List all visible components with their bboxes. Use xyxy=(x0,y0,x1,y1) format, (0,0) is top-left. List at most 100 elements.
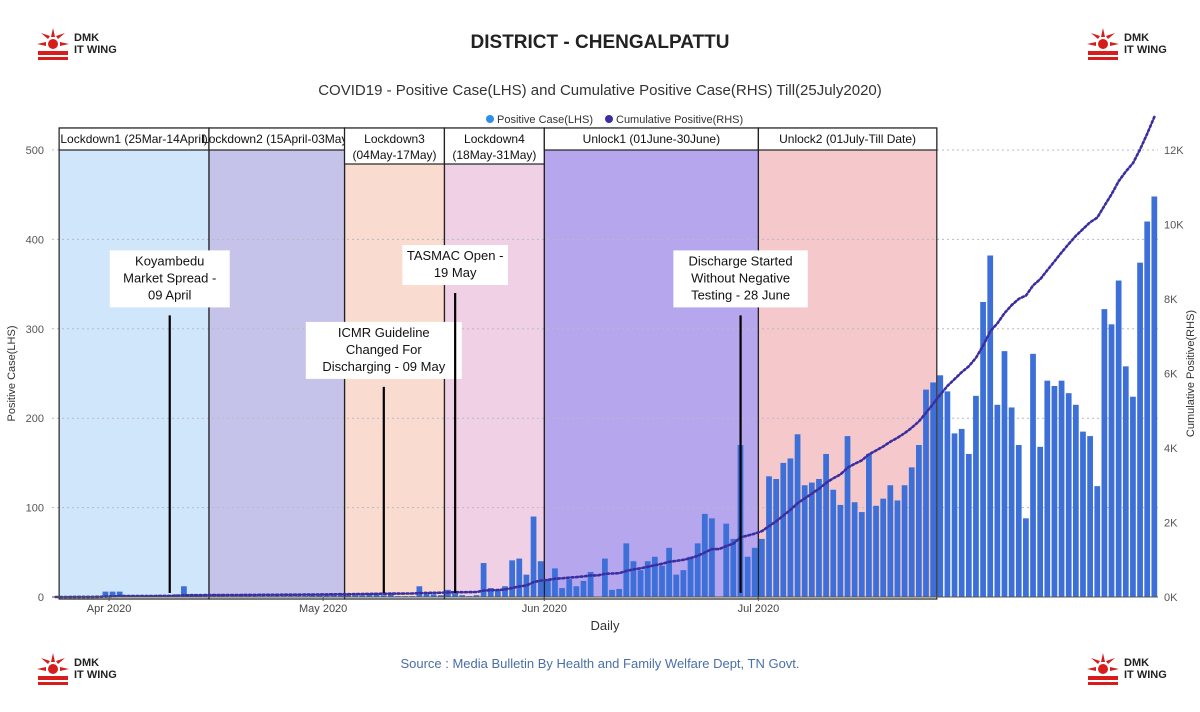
annotation-text: Koyambedu xyxy=(135,253,204,268)
logo-bottom-right: DMK IT WING xyxy=(1086,652,1167,686)
annotation-text: Discharging - 09 May xyxy=(322,359,445,374)
bar xyxy=(473,595,480,597)
bar xyxy=(1023,518,1029,597)
bar xyxy=(808,482,815,597)
bar xyxy=(1001,351,1008,597)
bar xyxy=(616,588,623,597)
bar xyxy=(316,595,323,597)
phase-header xyxy=(757,127,938,151)
bar xyxy=(530,516,537,597)
legend-label: Positive Case(LHS) xyxy=(497,114,593,126)
bar xyxy=(309,595,316,597)
annotation-text: 09 April xyxy=(148,287,191,302)
bar xyxy=(630,561,637,597)
y-tick-right: 6K xyxy=(1164,369,1178,381)
bar xyxy=(1065,393,1072,597)
bar xyxy=(1080,431,1086,597)
y-tick-left: 400 xyxy=(26,234,44,246)
bar xyxy=(387,594,394,597)
bar xyxy=(666,547,672,597)
bar xyxy=(858,512,865,597)
chart-title: COVID19 - Positive Case(LHS) and Cumulat… xyxy=(318,82,882,99)
bar xyxy=(566,579,573,597)
legend-swatch-bar xyxy=(486,115,494,123)
x-tick-label: Apr 2020 xyxy=(87,603,132,615)
bar xyxy=(573,586,580,597)
x-tick-label: Jun 2020 xyxy=(522,603,567,615)
bar xyxy=(423,592,430,597)
bar xyxy=(651,556,658,597)
bar xyxy=(516,558,523,597)
bar xyxy=(1130,396,1136,597)
logo-line1: DMK xyxy=(1124,32,1150,44)
bar xyxy=(430,594,437,597)
bar xyxy=(837,504,844,597)
bar xyxy=(452,593,458,597)
x-tick-label: Jul 2020 xyxy=(738,603,780,615)
logo-line2: IT WING xyxy=(1124,44,1167,56)
annotation-text: Without Negative xyxy=(691,270,790,285)
annotation-text: Discharge Started xyxy=(689,253,793,268)
dmk-logo-icon xyxy=(1087,28,1119,60)
bar xyxy=(380,595,387,597)
bar xyxy=(602,558,608,597)
bar xyxy=(701,513,708,597)
bar xyxy=(1072,404,1079,597)
bar xyxy=(730,538,737,597)
bar xyxy=(987,255,994,597)
phase-band xyxy=(544,150,759,597)
bar xyxy=(851,502,858,597)
bar xyxy=(580,580,587,597)
bar xyxy=(844,436,851,597)
bar xyxy=(694,543,701,597)
bar xyxy=(352,595,359,597)
bar xyxy=(901,485,908,597)
source-note: Source : Media Bulletin By Health and Fa… xyxy=(400,656,800,671)
annotation-box xyxy=(673,250,808,308)
bar xyxy=(1087,436,1093,597)
bar xyxy=(102,591,109,597)
logo-top-left: DMK IT WING xyxy=(36,27,117,61)
bar xyxy=(1015,445,1022,597)
bar xyxy=(773,478,780,597)
dmk-logo-icon xyxy=(37,28,69,60)
bar xyxy=(487,588,494,597)
bar xyxy=(915,445,922,597)
phase-label: Unlock1 (01June-30June) xyxy=(583,132,720,146)
y-tick-left: 200 xyxy=(26,413,44,425)
bar xyxy=(923,389,929,597)
y-tick-right: 2K xyxy=(1164,518,1178,530)
y-tick-left: 0 xyxy=(38,592,44,604)
bar xyxy=(751,547,758,597)
phase-label: Lockdown4 xyxy=(464,132,525,146)
bar xyxy=(459,595,466,597)
y-tick-left: 300 xyxy=(26,324,44,336)
x-tick-label: May 2020 xyxy=(299,603,347,615)
bar xyxy=(908,467,915,597)
bar xyxy=(744,556,751,597)
y-tick-right: 10K xyxy=(1164,220,1184,232)
bar xyxy=(1122,366,1129,597)
bar xyxy=(687,556,694,597)
phase-label: Unlock2 (01July-Till Date) xyxy=(779,132,916,146)
bar xyxy=(345,595,351,597)
annotation-box xyxy=(109,250,230,308)
bar xyxy=(980,301,986,597)
bar xyxy=(366,594,373,597)
bar xyxy=(544,579,551,597)
bar xyxy=(1144,221,1151,597)
bar xyxy=(1058,380,1065,597)
bar xyxy=(801,485,808,597)
logo-line1: DMK xyxy=(74,657,100,669)
bar xyxy=(866,453,872,597)
bar xyxy=(323,595,330,597)
logo-bottom-left: DMK IT WING xyxy=(36,652,117,686)
y-tick-left: 100 xyxy=(26,503,44,515)
page-title: DISTRICT - CHENGALPATTU xyxy=(470,32,730,53)
bar xyxy=(552,568,558,597)
annotation-text: TASMAC Open - xyxy=(407,248,504,263)
bar xyxy=(559,588,565,597)
phase-label: (04May-17May) xyxy=(352,148,436,162)
cumulative-line xyxy=(54,115,1156,599)
y-tick-right: 8K xyxy=(1164,294,1178,306)
